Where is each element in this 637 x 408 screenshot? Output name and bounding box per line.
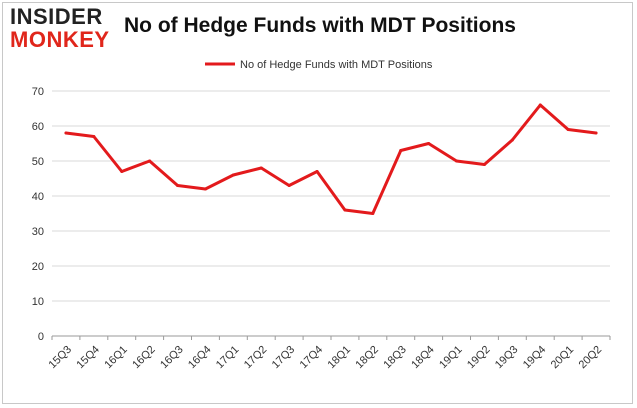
y-tick-label: 30 [32, 226, 44, 238]
x-tick-label: 15Q3 [47, 344, 75, 372]
data-point [120, 170, 124, 173]
y-tick-label: 20 [32, 261, 44, 273]
data-point [259, 166, 263, 170]
data-point [343, 208, 347, 212]
y-axis-ticks: 0 10 20 30 40 50 60 70 [32, 86, 44, 343]
x-tick-label: 16Q1 [102, 344, 130, 372]
y-tick-label: 10 [32, 296, 44, 308]
data-point [510, 138, 514, 142]
data-point [538, 103, 542, 107]
x-tick-label: 20Q2 [577, 344, 605, 372]
data-point [203, 187, 207, 191]
x-tick-label: 19Q2 [465, 344, 493, 372]
x-tick-label: 18Q1 [326, 344, 354, 372]
series-layer [64, 103, 598, 215]
data-point [594, 131, 598, 135]
data-point [176, 184, 180, 187]
logo-text-bottom: MONKEY [10, 27, 110, 52]
insider-monkey-logo: INSIDER MONKEY [10, 6, 120, 52]
x-tick-label: 16Q4 [186, 344, 214, 372]
x-tick-label: 15Q4 [74, 344, 102, 372]
x-tick-label: 17Q3 [270, 344, 298, 372]
data-point [427, 142, 431, 145]
x-tick-label: 17Q4 [298, 344, 326, 372]
series-line [64, 103, 598, 215]
x-tick-label: 18Q2 [353, 344, 381, 372]
chart-frame [2, 2, 633, 404]
x-tick-label: 19Q3 [493, 344, 521, 372]
logo-text-top: INSIDER [10, 4, 103, 29]
y-tick-label: 70 [32, 86, 44, 98]
x-tick-label: 16Q3 [158, 344, 186, 372]
legend-label: No of Hedge Funds with MDT Positions [240, 59, 433, 71]
x-tick-label: 16Q2 [130, 344, 158, 372]
x-tick-label: 19Q1 [437, 344, 465, 372]
grid-lines [52, 90, 610, 337]
x-tick-label: 17Q2 [242, 344, 270, 372]
x-tick-label: 19Q4 [521, 344, 549, 372]
data-point [482, 163, 486, 166]
data-point [287, 184, 291, 187]
data-point [231, 173, 235, 177]
y-tick-label: 40 [32, 191, 44, 203]
x-axis-ticks: 15Q3 15Q4 16Q1 16Q2 16Q3 16Q4 17Q1 17Q2 17Q3 17Q4… [47, 336, 611, 372]
data-point [371, 212, 375, 215]
x-tick-label: 18Q4 [409, 344, 437, 372]
data-point [399, 149, 403, 152]
x-tick-label: 20Q1 [549, 344, 577, 372]
data-point [315, 170, 319, 173]
legend: No of Hedge Funds with MDT Positions [205, 59, 433, 71]
data-point [455, 159, 459, 163]
y-tick-label: 60 [32, 121, 44, 133]
y-tick-label: 0 [38, 331, 44, 343]
data-point [64, 131, 68, 135]
data-point [566, 128, 570, 131]
x-tick-label: 18Q3 [381, 344, 409, 372]
y-tick-label: 50 [32, 156, 44, 168]
chart-title: No of Hedge Funds with MDT Positions [124, 14, 516, 37]
x-tick-label: 17Q1 [214, 344, 242, 372]
data-point [148, 159, 152, 163]
data-point [92, 135, 96, 138]
